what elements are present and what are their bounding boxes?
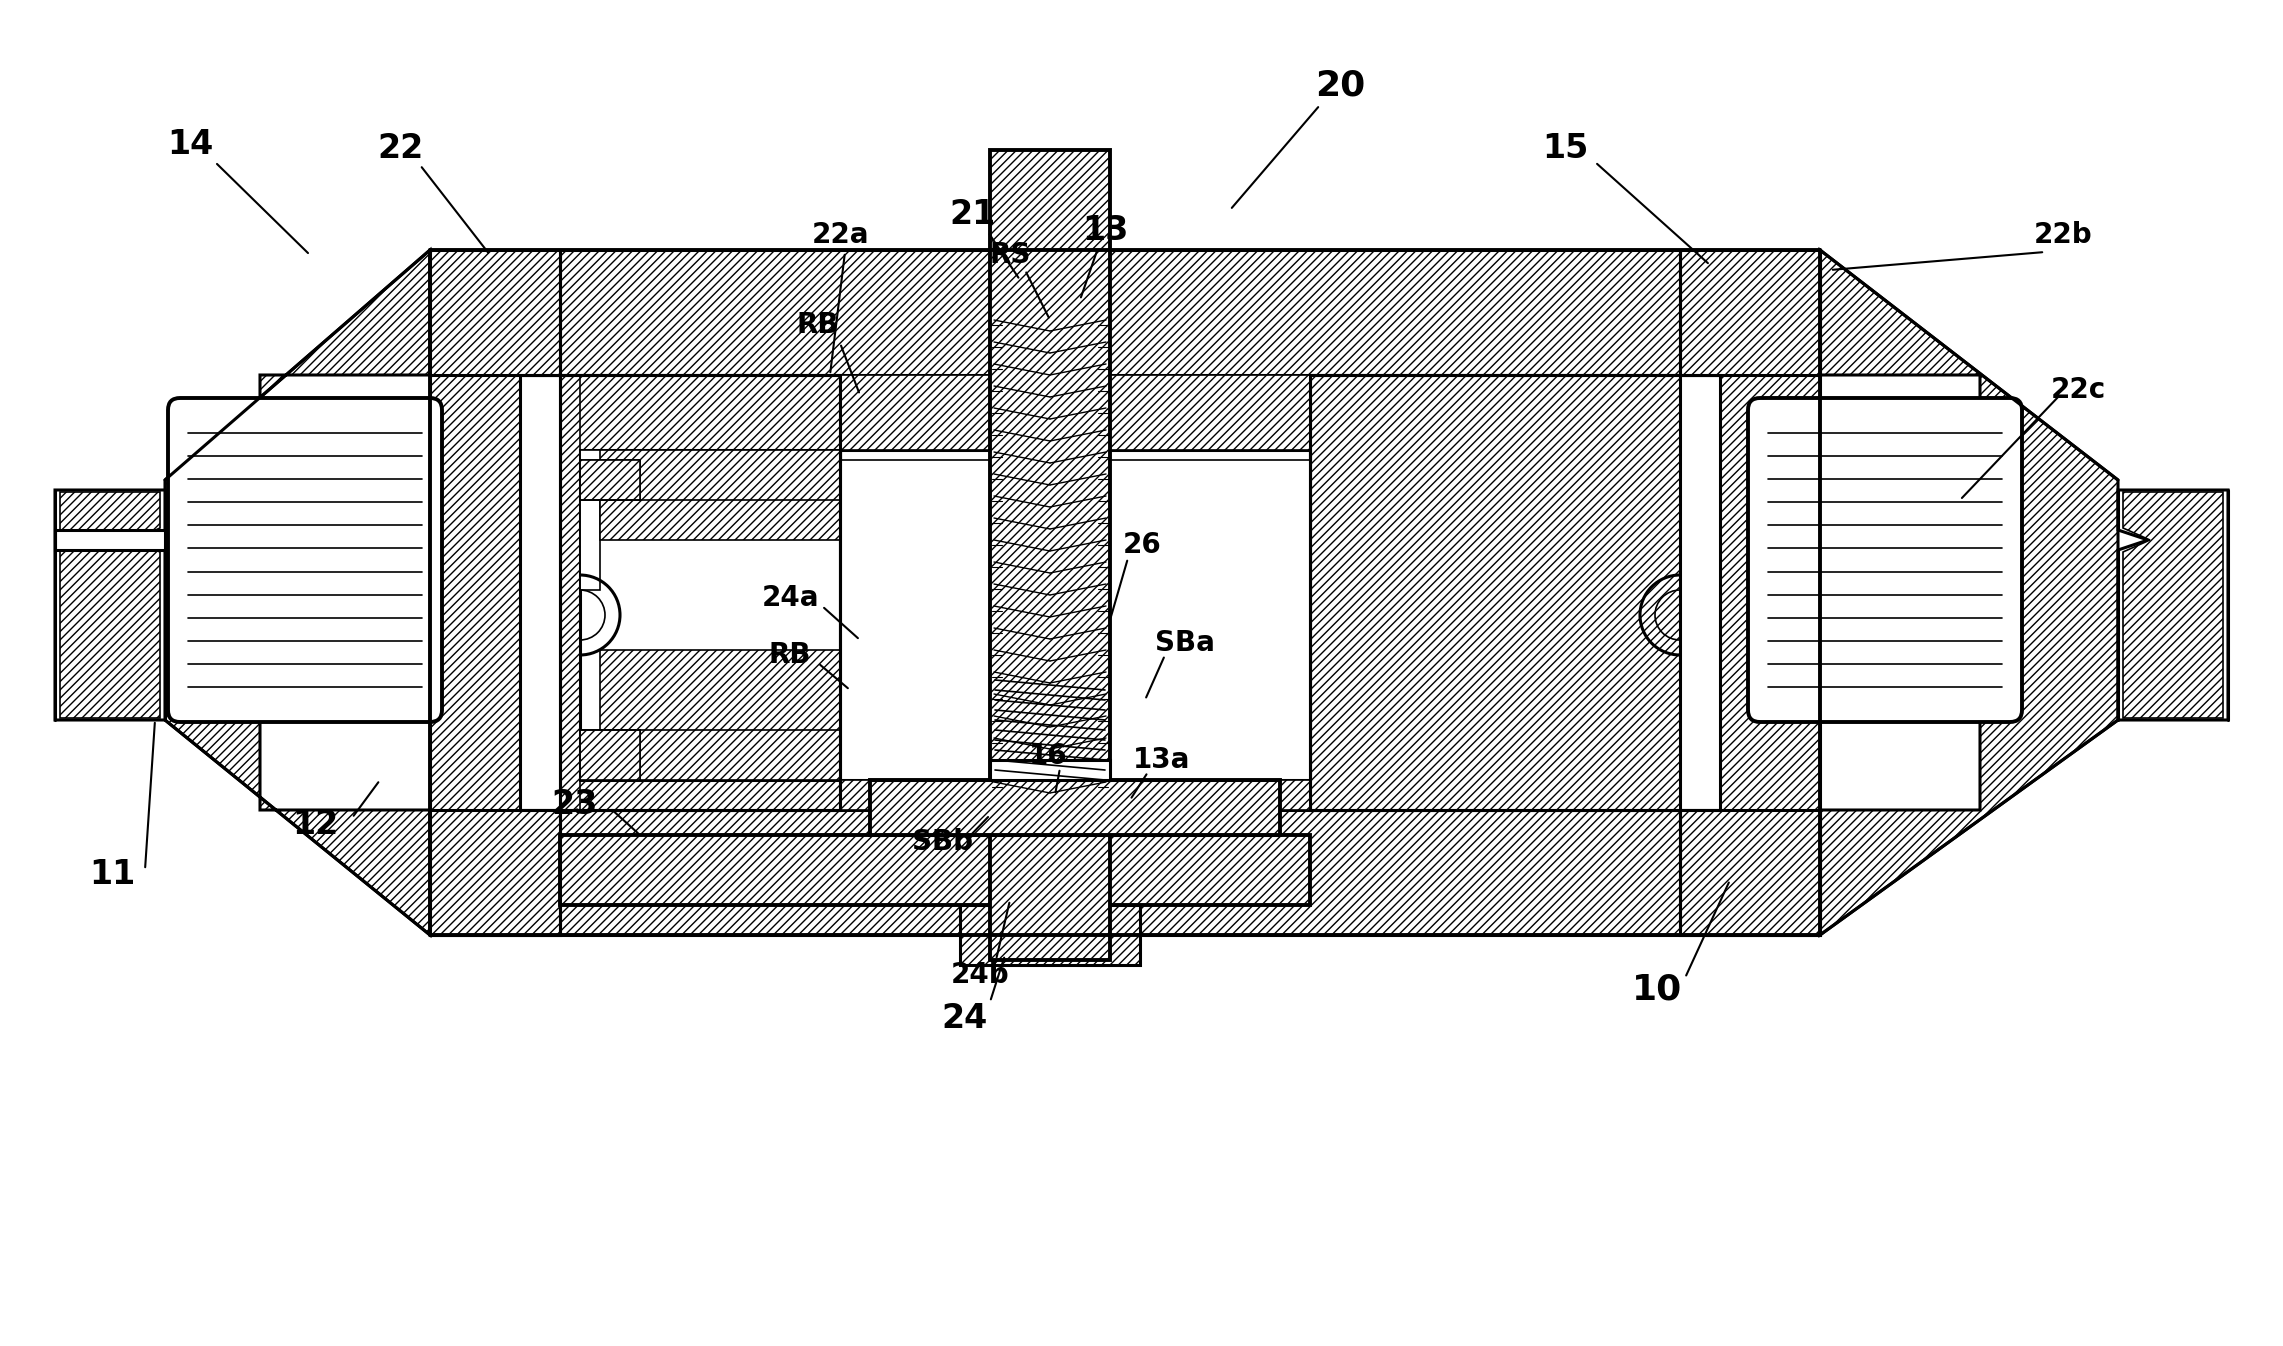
Text: 20: 20 [1315,69,1365,102]
Text: 22c: 22c [2050,376,2105,404]
Text: 24: 24 [943,1001,989,1035]
Text: 10: 10 [1632,973,1683,1007]
Polygon shape [580,650,840,779]
Polygon shape [1310,376,1680,810]
Text: 12: 12 [292,809,338,841]
Polygon shape [429,810,1820,935]
Text: 11: 11 [89,859,135,891]
Text: 22: 22 [377,132,422,164]
Polygon shape [991,149,1110,960]
Polygon shape [559,376,840,810]
FancyBboxPatch shape [1749,398,2023,721]
Polygon shape [580,460,639,499]
Text: 13a: 13a [1132,746,1192,774]
Polygon shape [1110,376,1310,450]
Bar [840,460,991,779]
Bar [991,760,1110,779]
Polygon shape [840,376,991,450]
Polygon shape [580,730,639,779]
FancyBboxPatch shape [169,398,443,721]
Text: 15: 15 [1541,132,1589,164]
Text: 22b: 22b [2034,221,2091,249]
Polygon shape [580,460,639,499]
Text: RB: RB [797,311,840,339]
Polygon shape [1680,250,1820,935]
Text: SBa: SBa [1155,629,1215,657]
Text: 14: 14 [167,128,212,162]
Text: 26: 26 [1123,532,1162,559]
Text: 23: 23 [552,789,598,821]
Text: 21: 21 [950,198,995,232]
Text: RS: RS [989,241,1030,269]
Bar [1110,460,1310,779]
Polygon shape [2119,490,2228,720]
Polygon shape [59,493,160,717]
Text: 13: 13 [1082,214,1128,246]
Polygon shape [55,490,164,720]
Polygon shape [870,779,1281,835]
Polygon shape [1110,779,1310,810]
Polygon shape [959,905,1139,965]
Polygon shape [580,450,840,590]
Polygon shape [429,250,1820,376]
Text: RB: RB [769,641,810,669]
Polygon shape [600,450,840,540]
Polygon shape [840,779,991,810]
Polygon shape [1820,250,2119,935]
Polygon shape [2123,493,2224,717]
Bar [55,530,164,551]
Text: 24b: 24b [950,961,1009,989]
Polygon shape [429,250,559,935]
Text: SBb: SBb [911,828,973,856]
Text: 16: 16 [1030,742,1068,770]
Polygon shape [164,250,429,935]
Text: 22a: 22a [810,221,870,249]
Polygon shape [559,835,1310,905]
Polygon shape [580,730,639,779]
Text: 24a: 24a [760,584,820,612]
Polygon shape [580,450,840,779]
